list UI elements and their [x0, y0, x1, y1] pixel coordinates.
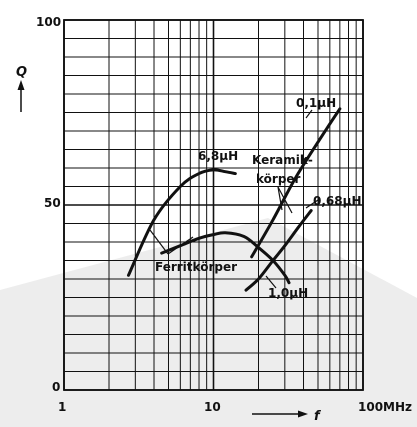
watermark: [0, 218, 417, 427]
x-axis-title: f: [314, 409, 322, 424]
y-tick-label-50: 50: [44, 196, 61, 210]
annotation-leader-6: [265, 275, 277, 289]
series-line-1: [160, 231, 291, 285]
label-0-68uH: 0,68µH: [313, 194, 361, 208]
y-axis-arrow-head: [17, 80, 25, 90]
label-0-1uH: 0,1µH: [296, 96, 336, 110]
annotation-leader-4: [305, 109, 313, 119]
series-group: [126, 107, 342, 292]
y-tick-label-100: 100: [36, 15, 61, 29]
y-tick-label-0: 0: [52, 380, 60, 394]
annotation-leader-1: [167, 236, 194, 255]
plot-frame: [63, 19, 364, 391]
label-ferritkoerper: Ferritkörper: [155, 260, 237, 274]
x-tick-label-1: 1: [58, 400, 66, 414]
labels: 100 50 0 1 10 100MHz Q f 6,8µH 1,0µH 0,1…: [16, 15, 412, 424]
series-line-2: [250, 107, 342, 259]
y-axis-title: Q: [16, 65, 27, 80]
annotation-leader-3: [277, 186, 293, 214]
annotation-leaders: [149, 109, 319, 289]
label-6-8uH: 6,8µH: [198, 149, 238, 163]
series-line-3: [244, 209, 313, 292]
label-keramik-line2: körper: [256, 172, 301, 186]
annotation-leader-5: [305, 199, 319, 209]
label-keramik-line1: Keramik-: [252, 153, 313, 167]
x-tick-label-100MHz: 100MHz: [358, 400, 412, 414]
annotation-leader-0: [149, 229, 169, 255]
annotation-leader-2: [277, 186, 283, 211]
grid: [63, 19, 364, 391]
label-1-0uH: 1,0µH: [268, 286, 308, 300]
axes: [17, 19, 364, 418]
x-tick-label-10: 10: [204, 400, 221, 414]
series-line-0: [126, 168, 237, 277]
x-axis-arrow-head: [298, 410, 308, 418]
watermark-shape: [0, 218, 417, 427]
